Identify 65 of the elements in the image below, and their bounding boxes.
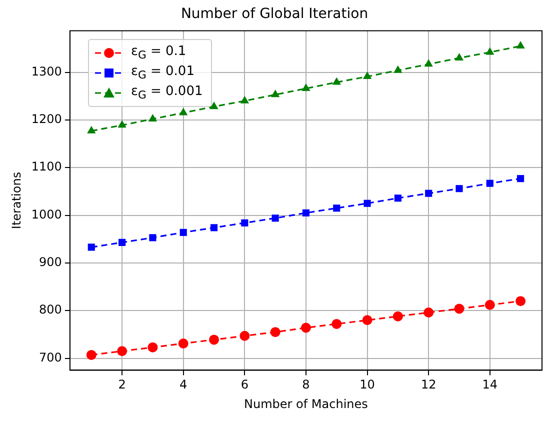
point — [117, 346, 128, 356]
point — [118, 120, 126, 128]
point — [86, 350, 96, 360]
point — [486, 47, 494, 55]
y-tick-label: 700 — [39, 350, 62, 364]
point — [364, 200, 371, 207]
point — [516, 296, 526, 306]
x-tick-label: 14 — [482, 378, 498, 392]
point — [148, 342, 158, 352]
x-tick-label: 12 — [420, 378, 436, 392]
point — [362, 72, 372, 80]
point — [362, 315, 372, 326]
x-tick-label: 2 — [118, 378, 126, 392]
y-tick-label: 900 — [39, 255, 62, 270]
point — [210, 102, 218, 110]
point — [149, 234, 156, 242]
point — [392, 311, 403, 322]
point — [148, 114, 158, 122]
point — [332, 318, 342, 329]
point — [118, 238, 126, 246]
point — [179, 108, 188, 116]
point — [424, 308, 434, 318]
point — [88, 244, 95, 251]
point — [87, 126, 96, 134]
chart-title: Number of Global Iteration — [180, 6, 368, 22]
point — [300, 322, 311, 333]
point — [272, 214, 279, 222]
y-tick-label: 1000 — [31, 207, 62, 222]
point — [484, 300, 495, 310]
point — [302, 83, 310, 91]
point — [454, 304, 464, 314]
point — [302, 209, 310, 216]
point — [178, 338, 188, 349]
y-tick-label: 1300 — [31, 64, 62, 78]
point — [517, 175, 524, 182]
point — [516, 41, 525, 49]
point — [456, 185, 463, 192]
y-tick-label: 800 — [39, 302, 62, 317]
point — [240, 330, 250, 341]
point — [333, 204, 340, 212]
point — [394, 194, 402, 202]
point — [424, 59, 433, 67]
x-tick-label: 4 — [180, 378, 188, 392]
point — [332, 77, 341, 85]
legend-label: ε$_{G}$ = 0.01 — [130, 64, 194, 82]
point — [394, 65, 402, 73]
point — [209, 334, 220, 345]
point — [454, 52, 464, 60]
y-tick-label: 1200 — [31, 112, 62, 126]
point — [210, 224, 218, 232]
legend-label: ε$_{G}$ = 0.001 — [130, 84, 203, 102]
point — [425, 190, 432, 197]
legend-label: ε$_{G}$ = 0.1 — [130, 44, 186, 62]
point — [241, 219, 248, 226]
x-tick-label: 8 — [302, 378, 310, 392]
x-tick-label: 6 — [240, 378, 248, 392]
point — [240, 96, 249, 104]
x-tick-label: 10 — [360, 378, 375, 392]
y-tick-label: 1100 — [31, 160, 62, 174]
x-axis-title: Number of Machines — [244, 396, 368, 411]
y-axis-title: Iterations — [9, 172, 24, 230]
point — [270, 90, 280, 98]
point — [270, 327, 280, 338]
point — [486, 180, 494, 187]
point — [180, 228, 187, 236]
